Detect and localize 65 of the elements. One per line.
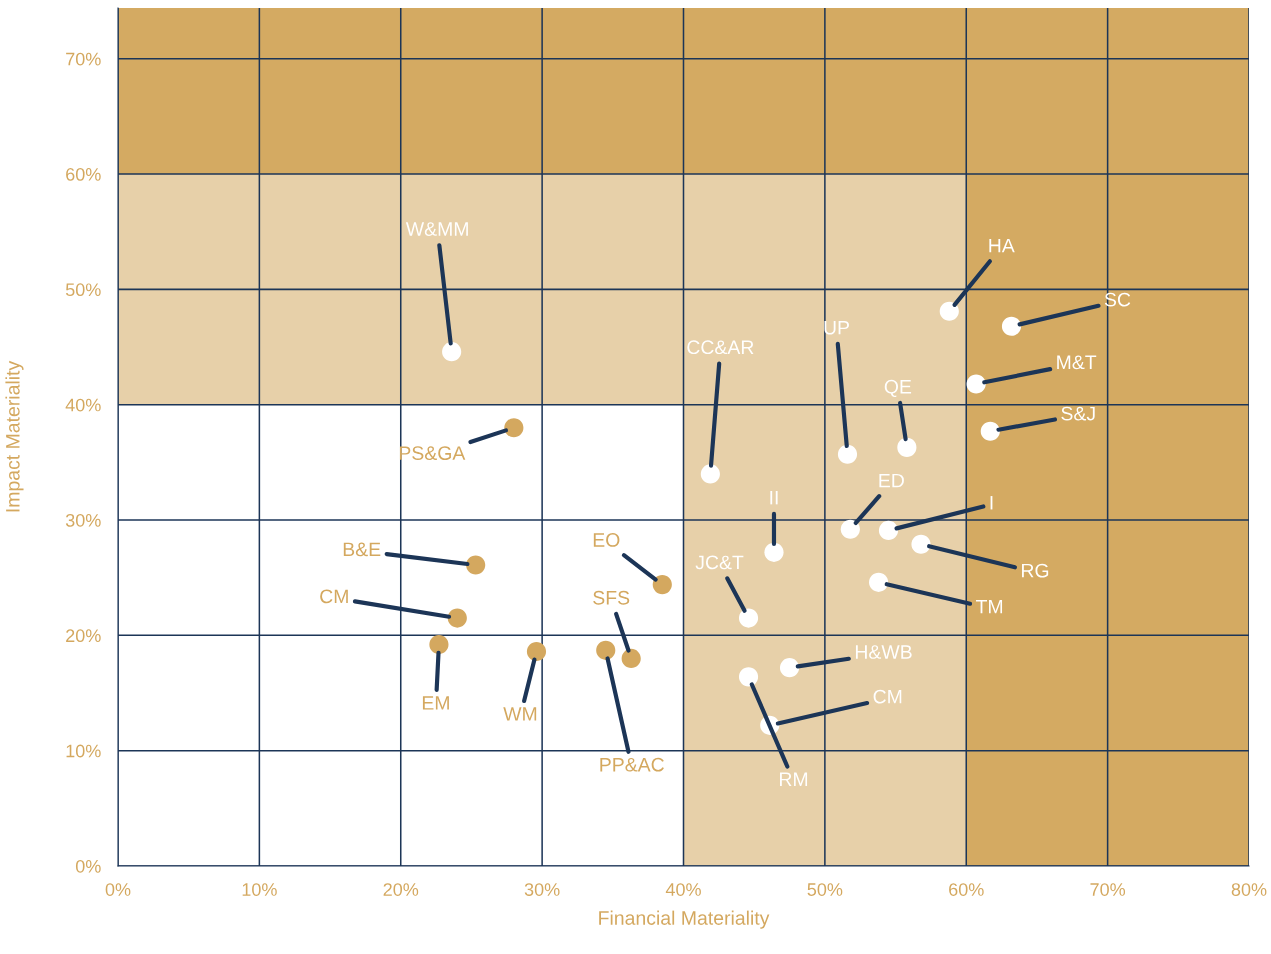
y-tick-label: 70% <box>66 52 101 66</box>
annotation: II <box>770 490 778 505</box>
point <box>897 437 917 457</box>
y-axis-title: Impact Materiality <box>5 360 24 512</box>
annotation: QE <box>884 379 912 398</box>
annotation: I <box>990 496 993 510</box>
annotation: EO <box>593 533 620 547</box>
point <box>779 658 800 678</box>
x-axis-title: Financial Materiality <box>599 910 770 929</box>
x-tick-label: 70% <box>1090 883 1126 896</box>
annotation: HA <box>989 238 1015 253</box>
annotation: M&T <box>1057 355 1097 370</box>
point <box>980 421 1000 441</box>
y-tick-label: 20% <box>66 629 101 643</box>
point <box>447 608 467 628</box>
point <box>869 572 889 592</box>
annotation: RM <box>780 772 808 786</box>
annotation: WM <box>503 707 537 721</box>
x-tick-label: 40% <box>665 883 701 896</box>
y-tick-label: 50% <box>65 283 101 297</box>
x-tick-label: 80% <box>1231 883 1267 896</box>
x-tick-label: 30% <box>524 883 560 896</box>
point <box>911 534 931 554</box>
annotation: JC&T <box>695 555 744 570</box>
point <box>840 519 860 539</box>
y-tick-label: 0% <box>75 859 101 873</box>
annotation: S&J <box>1061 406 1095 421</box>
point <box>652 575 672 595</box>
annotation: RG <box>1022 563 1049 578</box>
annotation: H&WB <box>855 645 912 659</box>
annotation: CC&AR <box>687 340 754 355</box>
point <box>526 641 547 662</box>
y-tick-label: 40% <box>65 398 101 412</box>
point <box>738 608 759 628</box>
annotation: SFS <box>593 590 630 605</box>
annotation: ED <box>879 473 904 488</box>
annotation: CM <box>873 689 902 704</box>
point <box>939 301 959 321</box>
annotation: PP&AC <box>600 757 664 772</box>
x-tick-label: 60% <box>949 883 984 896</box>
point <box>837 444 858 464</box>
x-tick-label: 0% <box>105 883 131 896</box>
annotation: TM <box>976 599 1003 614</box>
y-tick-label: 10% <box>66 744 101 758</box>
point <box>466 555 486 575</box>
annotation: W&MM <box>405 222 468 236</box>
x-tick-label: 10% <box>242 883 277 896</box>
point <box>596 640 616 660</box>
x-tick-label: 50% <box>807 883 843 896</box>
annotation: B&E <box>343 542 381 557</box>
annotation: CM <box>320 589 348 604</box>
annotation: EM <box>422 696 449 710</box>
y-tick-label: 30% <box>65 513 101 527</box>
point <box>621 648 641 668</box>
x-tick-label: 20% <box>383 883 419 896</box>
point <box>738 667 759 687</box>
point <box>764 542 784 562</box>
point <box>878 520 899 540</box>
point <box>504 418 524 438</box>
point <box>1001 316 1022 336</box>
point <box>442 342 462 362</box>
point <box>700 464 720 484</box>
point <box>429 635 449 655</box>
y-tick-label: 60% <box>66 168 101 181</box>
point <box>966 374 986 394</box>
